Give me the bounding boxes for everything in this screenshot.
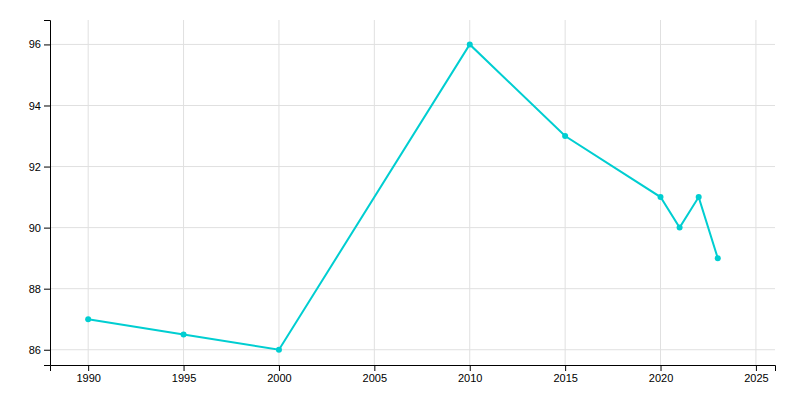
grid-line-x — [565, 20, 566, 365]
point — [562, 133, 568, 139]
y-axis-tick-label: 88 — [29, 283, 41, 295]
y-axis-tick: 96 — [29, 38, 50, 50]
marks — [85, 41, 721, 352]
point — [181, 331, 187, 337]
x-axis-tick: 2020 — [649, 365, 673, 384]
grid-line-y — [50, 44, 775, 45]
grid-line-x — [278, 20, 279, 365]
x-axis-tick-mark — [470, 365, 471, 371]
grid — [50, 20, 775, 365]
y-axis-tick-label: 90 — [29, 222, 41, 234]
x-axis-tick-mark — [565, 365, 566, 371]
x-axis-tick-mark — [184, 365, 185, 371]
x-axis-tick: 2025 — [744, 365, 768, 384]
x-axis-tick-mark — [661, 365, 662, 371]
x-axis-tick-label: 2015 — [553, 372, 577, 384]
grid-line-x — [660, 20, 661, 365]
point — [677, 225, 683, 231]
y-axis-tick: 90 — [29, 222, 50, 234]
point — [85, 316, 91, 322]
grid-line-x — [469, 20, 470, 365]
grid-line-x — [374, 20, 375, 365]
grid-line-y — [50, 227, 775, 228]
y-axis-tick-mark — [44, 167, 50, 168]
y-axis-tick-label: 96 — [29, 38, 41, 50]
x-axis-tick-label: 1990 — [76, 372, 100, 384]
point — [658, 194, 664, 200]
y-axis-tick-label: 92 — [29, 161, 41, 173]
y-axis-tick: 86 — [29, 344, 50, 356]
y-axis-tick: 92 — [29, 161, 50, 173]
x-axis-tick: 2015 — [553, 365, 577, 384]
y-axis-tick-mark — [44, 44, 50, 45]
x-axis-tick: 2005 — [363, 365, 387, 384]
grid-line-y — [50, 105, 775, 106]
x-axis-tick: 2010 — [458, 365, 482, 384]
y-axis-tick-mark — [44, 289, 50, 290]
x-axis-tick-mark — [279, 365, 280, 371]
y-axis-line — [44, 21, 51, 366]
x-axis-tick-label: 2005 — [363, 372, 387, 384]
x-axis-tick-label: 1995 — [172, 372, 196, 384]
y-axis-tick-mark — [44, 105, 50, 106]
grid-line-y — [50, 349, 775, 350]
x-axis-tick-mark — [756, 365, 757, 371]
y-axis-tick-mark — [44, 228, 50, 229]
plot: 1990 1995 2000 2005 2010 2015 2020 2025 86 88 90 92… — [29, 20, 776, 384]
grid-line-x — [755, 20, 756, 365]
x-axis-tick-mark — [88, 365, 89, 371]
y-axis-tick-label: 94 — [29, 100, 41, 112]
point — [467, 41, 473, 47]
grid-line-x — [88, 20, 89, 365]
x-axis-tick-label: 2000 — [267, 372, 291, 384]
x-axis-tick-label: 2025 — [744, 372, 768, 384]
x-axis-line — [51, 366, 776, 372]
point — [276, 347, 282, 353]
line — [88, 44, 718, 349]
chart: 1990 1995 2000 2005 2010 2015 2020 2025 86 88 90 92… — [0, 0, 800, 400]
y-axis: 86 88 90 92 94 96 — [29, 21, 51, 366]
x-axis-tick: 1990 — [76, 365, 100, 384]
y-axis-tick-mark — [44, 350, 50, 351]
grid-line-x — [183, 20, 184, 365]
grid-line-y — [50, 166, 775, 167]
x-axis-tick-label: 2010 — [458, 372, 482, 384]
x-axis-tick-label: 2020 — [649, 372, 673, 384]
x-axis: 1990 1995 2000 2005 2010 2015 2020 2025 — [51, 365, 776, 384]
x-axis-tick: 2000 — [267, 365, 291, 384]
y-axis-tick-label: 86 — [29, 344, 41, 356]
point — [715, 255, 721, 261]
point — [696, 194, 702, 200]
x-axis-tick: 1995 — [172, 365, 196, 384]
grid-line-y — [50, 288, 775, 289]
x-axis-tick-mark — [374, 365, 375, 371]
y-axis-tick: 94 — [29, 100, 50, 112]
y-axis-tick: 88 — [29, 283, 50, 295]
